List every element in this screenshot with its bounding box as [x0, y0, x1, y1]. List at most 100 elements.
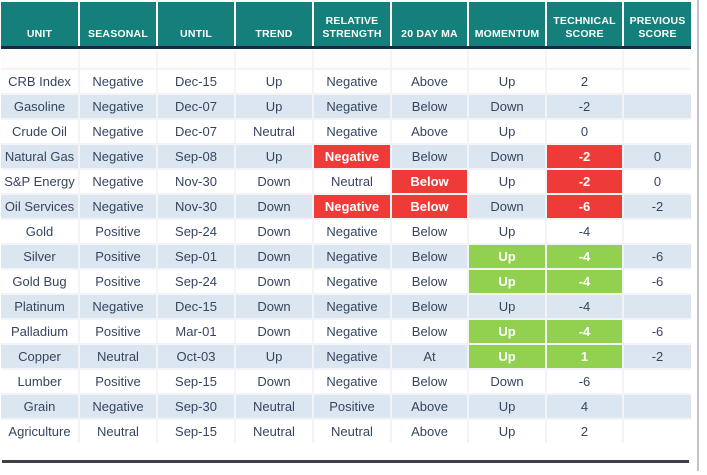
- column-header-until: UNTIL: [158, 2, 234, 46]
- table-cell: Negative: [80, 295, 156, 318]
- table-cell: 1: [547, 345, 622, 368]
- table-cell: Neutral: [236, 395, 312, 418]
- table-cell: -4: [547, 270, 622, 293]
- table-cell: Negative: [80, 195, 156, 218]
- table-cell: 0: [624, 145, 691, 168]
- table-cell: Below: [392, 370, 467, 393]
- table-cell: Sep-24: [158, 220, 234, 243]
- table-cell: -6: [624, 270, 691, 293]
- table-cell: Down: [236, 270, 312, 293]
- table-cell: -2: [547, 145, 622, 168]
- table-cell: Up: [469, 395, 545, 418]
- table-header-row: UNIT SEASONAL UNTIL TREND RELATIVE STRENGTH 2…: [1, 2, 691, 46]
- spacer-cell: [392, 50, 467, 68]
- table-cell: Up: [469, 420, 545, 443]
- table-bottom-border: [2, 460, 689, 463]
- spacer-cell: [624, 50, 691, 68]
- table-cell: Negative: [314, 345, 390, 368]
- table-cell: -4: [547, 295, 622, 318]
- row-label-crb-index: CRB Index: [1, 70, 78, 93]
- row-label-oil-services: Oil Services: [1, 195, 78, 218]
- table-cell: [624, 220, 691, 243]
- table-cell: -6: [624, 320, 691, 343]
- table-cell: Down: [236, 220, 312, 243]
- row-label-platinum: Platinum: [1, 295, 78, 318]
- table-cell: Negative: [314, 320, 390, 343]
- row-label-crude-oil: Crude Oil: [1, 120, 78, 143]
- table-cell: -4: [547, 320, 622, 343]
- table-cell: [624, 120, 691, 143]
- table-cell: -2: [547, 95, 622, 118]
- table-body: CRB Index Negative Dec-15 Up Negative Above Up…: [1, 50, 691, 443]
- table-cell: Positive: [80, 320, 156, 343]
- table-cell: Dec-07: [158, 120, 234, 143]
- column-header-20-day-ma: 20 DAY MA: [392, 2, 467, 46]
- spacer-cell: [469, 50, 545, 68]
- row-label-agriculture: Agriculture: [1, 420, 78, 443]
- table-cell: Negative: [80, 145, 156, 168]
- table-cell: Dec-07: [158, 95, 234, 118]
- table-cell: Negative: [80, 70, 156, 93]
- table-cell: [624, 70, 691, 93]
- table-cell: Down: [236, 295, 312, 318]
- table-cell: [624, 295, 691, 318]
- table-cell: Up: [469, 220, 545, 243]
- row-label-copper: Copper: [1, 345, 78, 368]
- table-cell: Sep-15: [158, 420, 234, 443]
- table-cell: Up: [469, 170, 545, 193]
- table-cell: Neutral: [80, 420, 156, 443]
- table-cell: Positive: [80, 220, 156, 243]
- table-cell: Neutral: [314, 170, 390, 193]
- table-cell: Down: [236, 320, 312, 343]
- table-cell: Negative: [314, 295, 390, 318]
- table-cell: Above: [392, 395, 467, 418]
- table-cell: Above: [392, 70, 467, 93]
- table-cell: Negative: [314, 120, 390, 143]
- row-label-gasoline: Gasoline: [1, 95, 78, 118]
- row-label-grain: Grain: [1, 395, 78, 418]
- table-cell: Negative: [314, 70, 390, 93]
- header-divider: [1, 46, 691, 49]
- table-cell: Below: [392, 195, 467, 218]
- table-cell: -4: [547, 220, 622, 243]
- table-cell: Oct-03: [158, 345, 234, 368]
- table-cell: Negative: [314, 270, 390, 293]
- row-label-s-p-energy: S&P Energy: [1, 170, 78, 193]
- image-right-border: [697, 0, 699, 471]
- column-header-technical-score: TECHNICAL SCORE: [547, 2, 622, 46]
- table-cell: Nov-30: [158, 195, 234, 218]
- table-cell: 0: [624, 170, 691, 193]
- table-cell: 4: [547, 395, 622, 418]
- table-cell: Below: [392, 270, 467, 293]
- table-cell: 2: [547, 70, 622, 93]
- spacer-cell: [1, 50, 78, 68]
- table-cell: Sep-15: [158, 370, 234, 393]
- table-cell: Up: [469, 120, 545, 143]
- table-cell: -6: [624, 245, 691, 268]
- table-cell: Down: [469, 195, 545, 218]
- column-header-momentum: MOMENTUM: [469, 2, 545, 46]
- table-cell: [624, 420, 691, 443]
- column-header-relative-strength: RELATIVE STRENGTH: [314, 2, 390, 46]
- table-cell: [624, 370, 691, 393]
- table-cell: Up: [236, 345, 312, 368]
- table-cell: Negative: [314, 370, 390, 393]
- row-label-lumber: Lumber: [1, 370, 78, 393]
- spacer-cell: [80, 50, 156, 68]
- table-cell: Sep-24: [158, 270, 234, 293]
- table-cell: Positive: [314, 395, 390, 418]
- column-header-seasonal: SEASONAL: [80, 2, 156, 46]
- table-cell: Down: [236, 195, 312, 218]
- table-cell: -2: [624, 345, 691, 368]
- table-cell: -4: [547, 245, 622, 268]
- column-header-previous-score: PREVIOUS SCORE: [624, 2, 691, 46]
- table-cell: Up: [469, 295, 545, 318]
- table-cell: Negative: [314, 95, 390, 118]
- table-cell: Up: [469, 270, 545, 293]
- table-cell: Positive: [80, 245, 156, 268]
- table-cell: Up: [236, 145, 312, 168]
- spacer-cell: [236, 50, 312, 68]
- table-cell: Below: [392, 170, 467, 193]
- table-cell: Neutral: [314, 420, 390, 443]
- table-cell: Below: [392, 95, 467, 118]
